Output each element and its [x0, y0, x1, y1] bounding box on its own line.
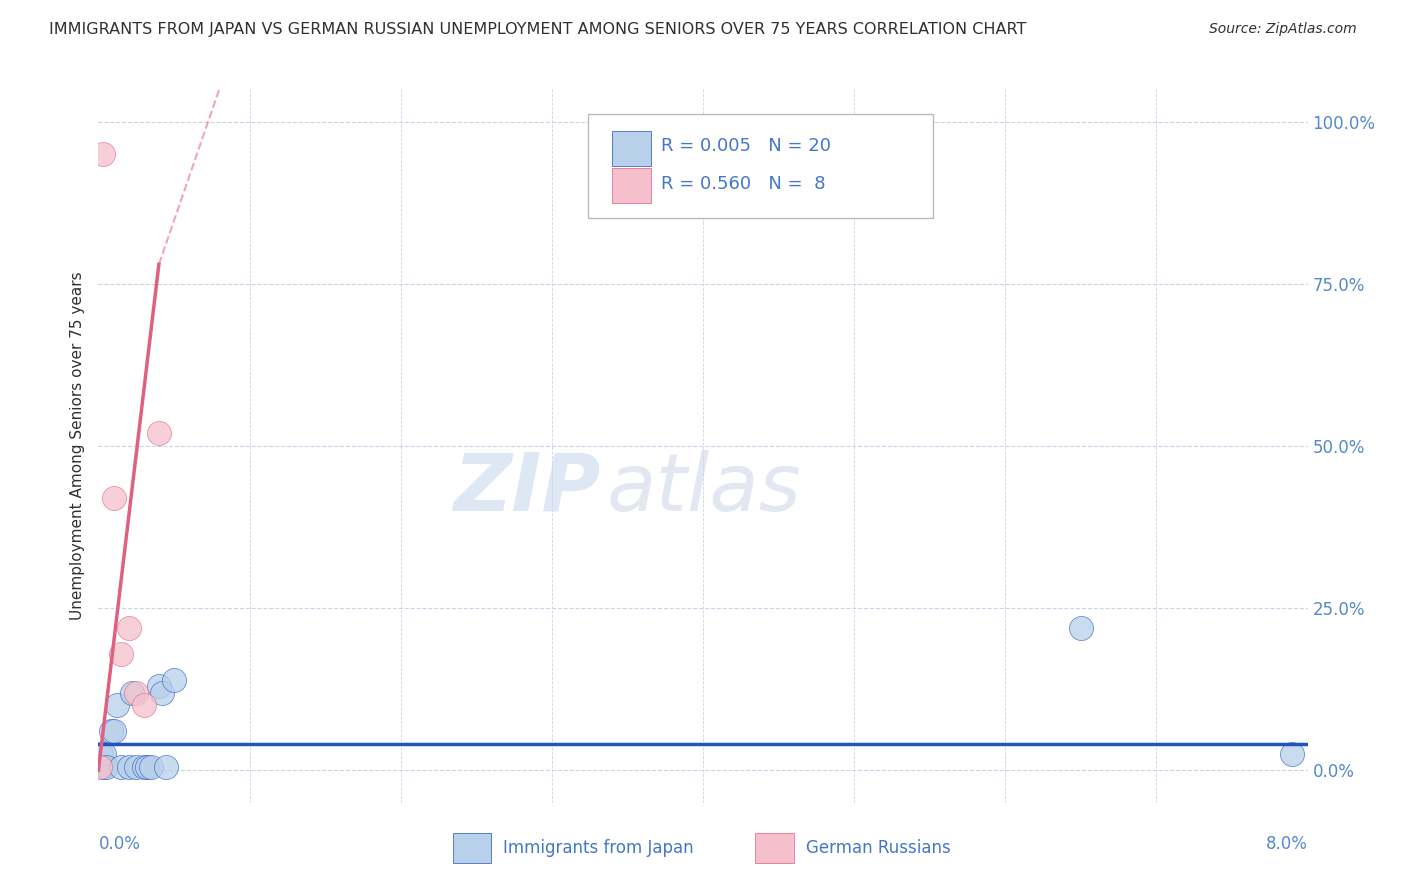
- Text: Source: ZipAtlas.com: Source: ZipAtlas.com: [1209, 22, 1357, 37]
- Text: atlas: atlas: [606, 450, 801, 528]
- Point: [93, 747, 115, 761]
- Point: [110, 760, 132, 774]
- FancyBboxPatch shape: [613, 169, 651, 203]
- Point: [121, 685, 143, 699]
- Point: [118, 760, 141, 774]
- Point: [150, 685, 173, 699]
- Point: [89, 760, 111, 774]
- Point: [91, 760, 114, 774]
- Text: Immigrants from Japan: Immigrants from Japan: [503, 838, 695, 856]
- Text: R = 0.005   N = 20: R = 0.005 N = 20: [661, 137, 831, 155]
- Point: [135, 760, 157, 774]
- Text: IMMIGRANTS FROM JAPAN VS GERMAN RUSSIAN UNEMPLOYMENT AMONG SENIORS OVER 75 YEARS: IMMIGRANTS FROM JAPAN VS GERMAN RUSSIAN …: [49, 22, 1026, 37]
- FancyBboxPatch shape: [613, 130, 651, 166]
- Point: [155, 760, 177, 774]
- FancyBboxPatch shape: [755, 833, 794, 863]
- Point: [105, 698, 128, 713]
- Point: [163, 673, 186, 687]
- FancyBboxPatch shape: [453, 833, 492, 863]
- Point: [125, 685, 148, 699]
- Text: 0.0%: 0.0%: [98, 835, 141, 853]
- Point: [94, 760, 117, 774]
- Text: ZIP: ZIP: [453, 450, 600, 528]
- Point: [110, 647, 132, 661]
- Point: [90, 747, 112, 761]
- Point: [91, 147, 114, 161]
- Point: [148, 679, 170, 693]
- Point: [1070, 621, 1092, 635]
- Y-axis label: Unemployment Among Seniors over 75 years: Unemployment Among Seniors over 75 years: [69, 272, 84, 620]
- Text: German Russians: German Russians: [806, 838, 950, 856]
- FancyBboxPatch shape: [588, 114, 932, 218]
- Point: [118, 621, 141, 635]
- Point: [125, 760, 148, 774]
- Point: [148, 425, 170, 440]
- Point: [103, 491, 125, 505]
- Text: 8.0%: 8.0%: [1265, 835, 1308, 853]
- Point: [132, 760, 155, 774]
- Text: R = 0.560   N =  8: R = 0.560 N = 8: [661, 175, 825, 193]
- Point: [100, 724, 122, 739]
- Point: [103, 724, 125, 739]
- Point: [132, 698, 155, 713]
- Point: [141, 760, 163, 774]
- Point: [1281, 747, 1303, 761]
